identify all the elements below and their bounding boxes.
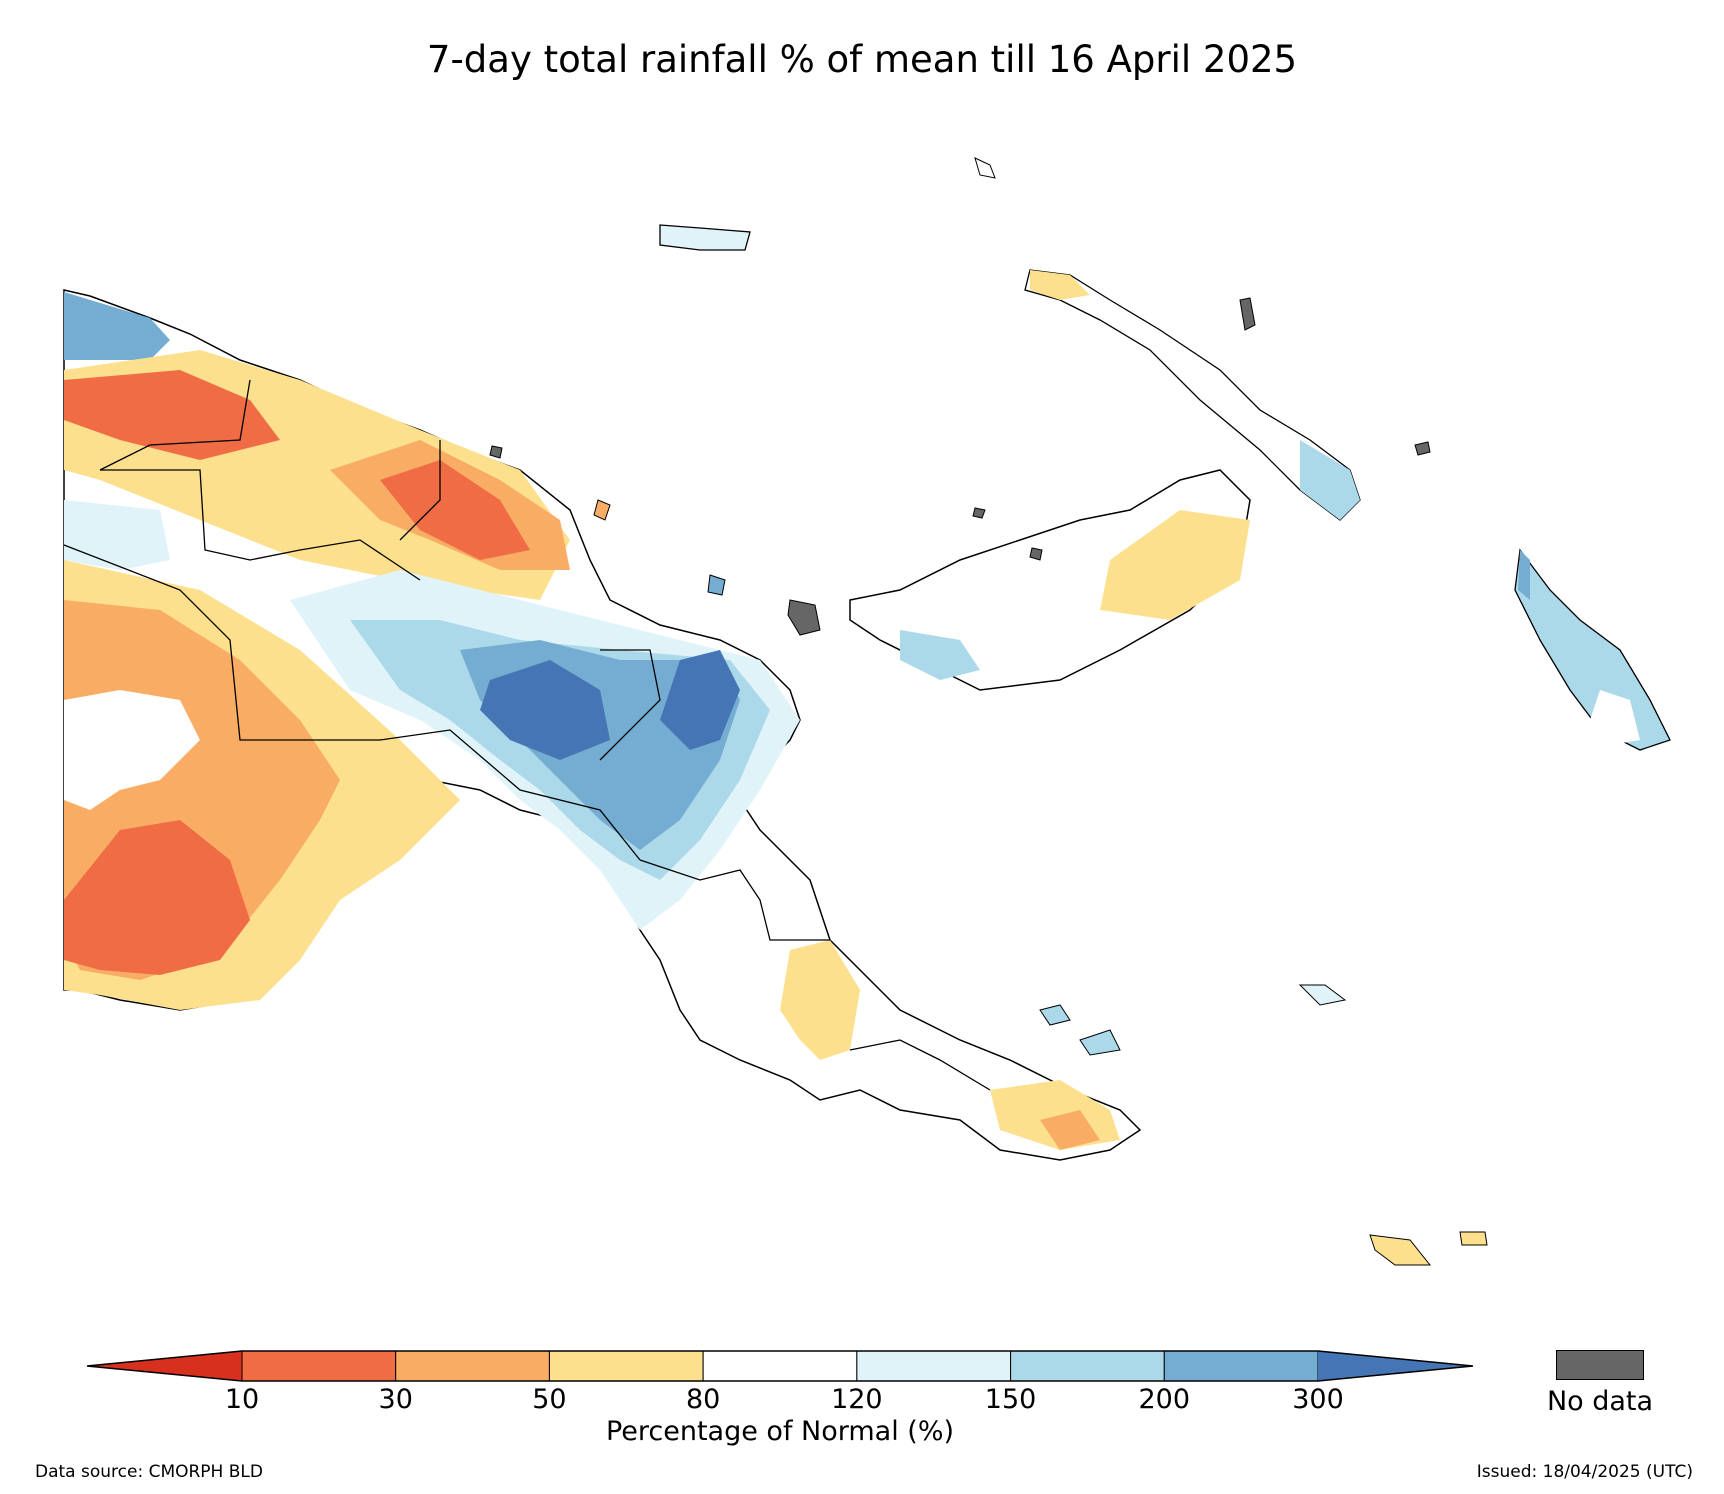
new-britain [849,469,1251,691]
no-data-label: No data [1546,1386,1654,1417]
colorbar [86,1350,1474,1382]
colorbar-label: Percentage of Normal (%) [605,1416,955,1447]
patch-southwest-red [64,820,250,975]
colorbar-segment [856,1350,1012,1382]
issued-date: Issued: 18/04/2025 (UTC) [1476,1462,1693,1482]
colorbar-tick-label: 150 [984,1384,1037,1415]
patch-west-white [64,690,200,810]
map-title: 7-day total rainfall % of mean till 16 A… [426,38,1298,81]
patch-east-yellow [780,940,860,1060]
colorbar-tick-label: 80 [685,1384,721,1415]
patch-west-lightblue [64,500,170,570]
colorbar-tick-label: 300 [1292,1384,1344,1415]
small-islands [489,157,1488,1266]
colorbar-tick-label: 50 [532,1384,567,1415]
colorbar-tick-label: 120 [831,1384,883,1415]
colorbar-tick-label: 30 [378,1384,413,1415]
patch-milnebay-orange [1040,1110,1100,1150]
bougainville [1514,548,1671,751]
colorbar-segment [702,1350,858,1382]
colorbar-extend-low [87,1351,242,1381]
colorbar-segment [1163,1350,1319,1382]
province-boundaries [63,379,991,1091]
patch-north-orange [64,370,280,460]
colorbar-outline [86,1350,1474,1382]
no-data-swatch [1556,1350,1644,1380]
colorbar-segment [1010,1350,1165,1382]
patch-northwest-blue [64,292,170,360]
colorbar-extend-high [1318,1351,1473,1381]
colorbar-segment [241,1350,397,1382]
colorbar-tick-label: 10 [224,1384,260,1415]
manus [659,224,751,251]
data-source: Data source: CMORPH BLD [35,1462,263,1482]
colorbar-segment [395,1350,550,1382]
patch-sepik-red [380,460,530,560]
patch-madang-deepblue [660,650,740,750]
mainland-island [63,289,1142,1161]
colorbar-segment [548,1350,704,1382]
colorbar-tick-label: 200 [1138,1384,1191,1415]
patch-highlands-deepblue [480,660,610,760]
new-ireland [1024,269,1361,521]
